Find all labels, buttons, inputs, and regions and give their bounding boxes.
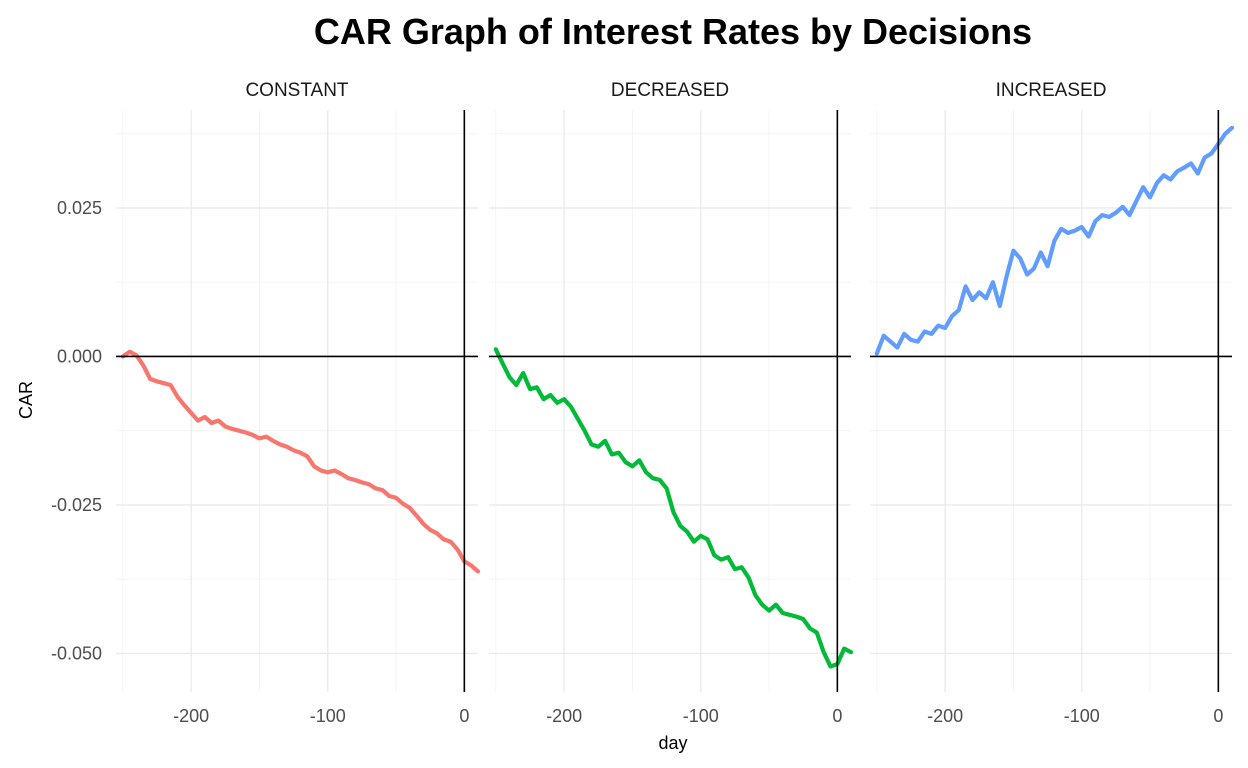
x-tick-label: -200	[546, 706, 582, 726]
panel-constant: CONSTANT -200 -100 0	[116, 80, 481, 726]
x-tick-label: 0	[832, 706, 842, 726]
panel-strip-label: DECREASED	[611, 80, 729, 101]
y-tick-label: -0.025	[51, 495, 102, 515]
series-line-increased	[874, 125, 1235, 356]
y-axis: -0.050 -0.025 0.000 0.025	[51, 198, 102, 663]
chart-title: CAR Graph of Interest Rates by Decisions	[314, 11, 1032, 52]
series-line-decreased	[493, 347, 854, 669]
panel-decreased: DECREASED -200 -100 0	[489, 80, 854, 726]
y-tick-label: 0.000	[57, 346, 102, 366]
panel-strip-label: INCREASED	[996, 80, 1107, 101]
panel-increased: INCREASED -200 -100 0	[870, 80, 1235, 726]
series-line-constant	[120, 349, 481, 574]
x-axis-title: day	[658, 733, 687, 753]
x-tick-label: -200	[927, 706, 963, 726]
panel-strip-label: CONSTANT	[245, 80, 348, 101]
x-tick-label: -100	[1064, 706, 1100, 726]
x-tick-label: 0	[1213, 706, 1223, 726]
y-tick-label: -0.050	[51, 643, 102, 663]
x-tick-label: -100	[310, 706, 346, 726]
panel-grid	[870, 110, 1232, 692]
x-tick-label: -200	[173, 706, 209, 726]
x-tick-label: -100	[683, 706, 719, 726]
panel-grid	[116, 110, 478, 692]
x-tick-label: 0	[459, 706, 469, 726]
y-axis-title: CAR	[16, 381, 36, 419]
y-tick-label: 0.025	[57, 198, 102, 218]
